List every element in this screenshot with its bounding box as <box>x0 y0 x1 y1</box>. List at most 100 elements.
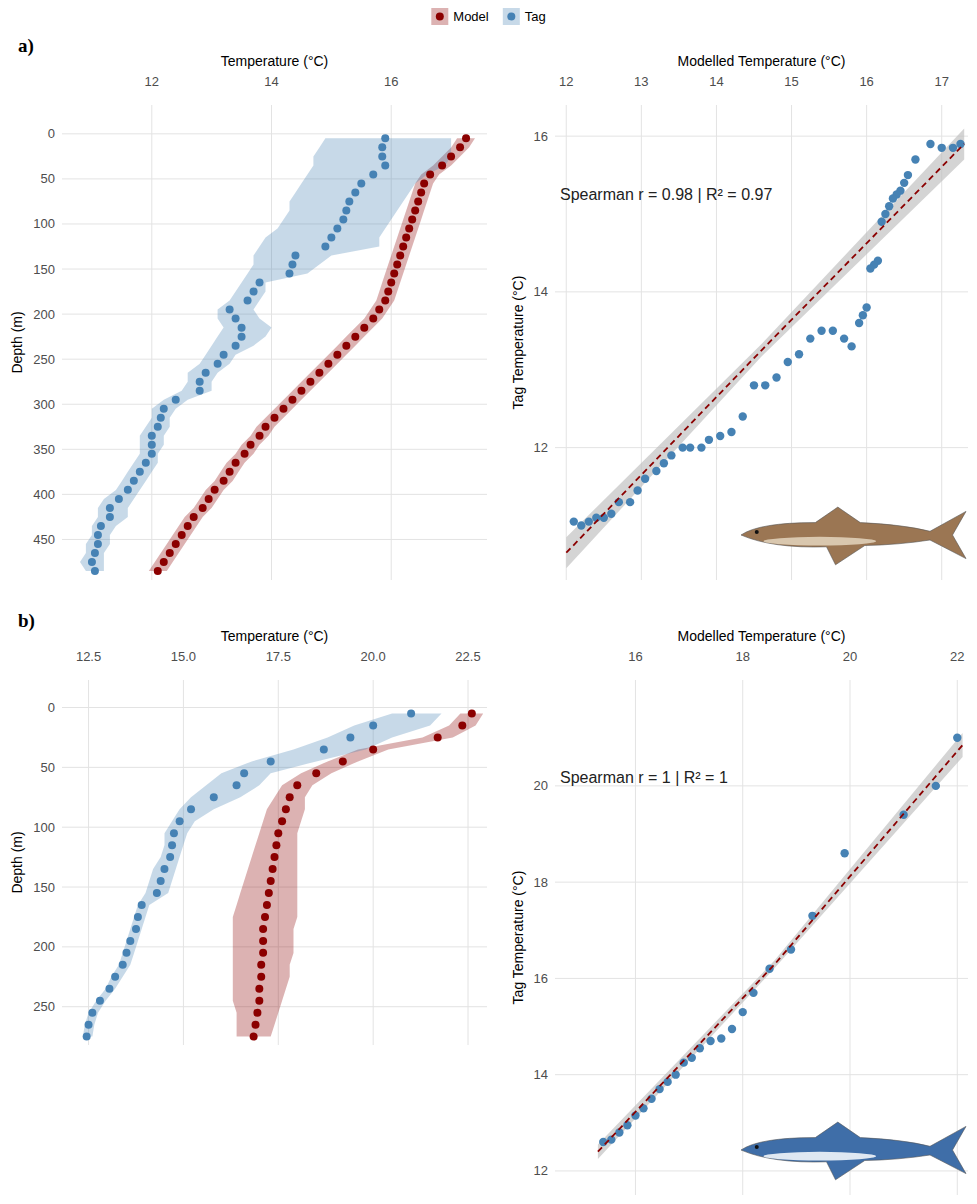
point <box>233 781 241 789</box>
point <box>253 1009 261 1017</box>
point <box>641 475 649 483</box>
grid-line <box>62 404 487 405</box>
ribbon <box>80 138 451 571</box>
plot-area <box>80 134 475 575</box>
shark-belly <box>764 537 877 546</box>
point <box>199 504 207 512</box>
point <box>414 197 422 205</box>
y-tick-label: 150 <box>33 262 55 277</box>
point <box>626 498 634 506</box>
grid-line <box>151 105 152 580</box>
point <box>259 937 267 945</box>
point <box>250 288 258 296</box>
grid-line <box>555 1170 968 1171</box>
point <box>267 877 275 885</box>
point <box>170 829 178 837</box>
grid-line <box>555 882 968 883</box>
grid-line <box>716 105 717 580</box>
y-tick-label: 12 <box>534 1163 548 1178</box>
point <box>220 351 228 359</box>
point <box>447 152 455 160</box>
point <box>381 161 389 169</box>
point <box>267 757 275 765</box>
point <box>148 441 156 449</box>
point <box>315 369 323 377</box>
grid-line <box>742 680 743 1195</box>
grid-line <box>555 447 968 448</box>
x-tick-label: 16 <box>384 74 398 89</box>
y-axis-title: Depth (m) <box>9 831 25 893</box>
point <box>320 745 328 753</box>
point <box>900 179 908 187</box>
y-tick-label: 12 <box>534 440 548 455</box>
point <box>160 558 168 566</box>
point <box>106 504 114 512</box>
x-tick-label: 22.5 <box>455 649 480 664</box>
point <box>279 405 287 413</box>
point <box>226 468 234 476</box>
point <box>570 517 578 525</box>
shark-illustration <box>741 1122 966 1180</box>
point <box>130 477 138 485</box>
grid-line <box>866 105 867 580</box>
grid-line <box>62 133 487 134</box>
point <box>855 319 863 327</box>
point <box>288 261 296 269</box>
point <box>312 769 320 777</box>
shark-illustration <box>741 507 966 565</box>
point <box>321 243 329 251</box>
y-tick-label: 200 <box>33 939 55 954</box>
point <box>840 334 848 342</box>
y-tick-label: 50 <box>41 760 55 775</box>
point <box>607 510 615 518</box>
point <box>881 210 889 218</box>
point <box>342 342 350 350</box>
point <box>438 161 446 169</box>
point <box>408 215 416 223</box>
grid-line <box>62 707 487 708</box>
point <box>94 531 102 539</box>
point <box>244 297 252 305</box>
point <box>806 334 814 342</box>
point <box>83 1033 91 1041</box>
point <box>686 443 694 451</box>
point <box>411 206 419 214</box>
point <box>434 733 442 741</box>
grid-line <box>555 136 968 137</box>
point <box>205 495 213 503</box>
point <box>154 567 162 575</box>
shark-eye <box>755 1145 759 1149</box>
point <box>256 279 264 287</box>
point <box>232 459 240 467</box>
point <box>282 805 290 813</box>
point <box>375 306 383 314</box>
point <box>85 1021 93 1029</box>
point <box>88 1009 96 1017</box>
x-tick-label: 17 <box>934 74 948 89</box>
point <box>623 1121 631 1129</box>
point <box>240 769 248 777</box>
y-tick-label: 200 <box>33 307 55 322</box>
point <box>126 937 134 945</box>
plot-area <box>598 733 963 1159</box>
point <box>256 432 264 440</box>
point <box>327 233 335 241</box>
y-tick-label: 0 <box>48 126 55 141</box>
point <box>468 710 476 718</box>
point <box>261 913 269 921</box>
shark-belly <box>764 1152 877 1161</box>
y-axis-title: Tag Temperature (°C) <box>510 276 526 410</box>
y-tick-label: 350 <box>33 442 55 457</box>
point <box>187 805 195 813</box>
point <box>426 170 434 178</box>
point <box>953 734 961 742</box>
legend-item: Tag <box>503 8 546 25</box>
point <box>387 279 395 287</box>
point <box>405 224 413 232</box>
fit-line <box>598 745 963 1152</box>
point <box>154 423 162 431</box>
point <box>829 327 837 335</box>
point <box>671 1070 679 1078</box>
legend-marker <box>507 13 515 21</box>
point <box>761 381 769 389</box>
